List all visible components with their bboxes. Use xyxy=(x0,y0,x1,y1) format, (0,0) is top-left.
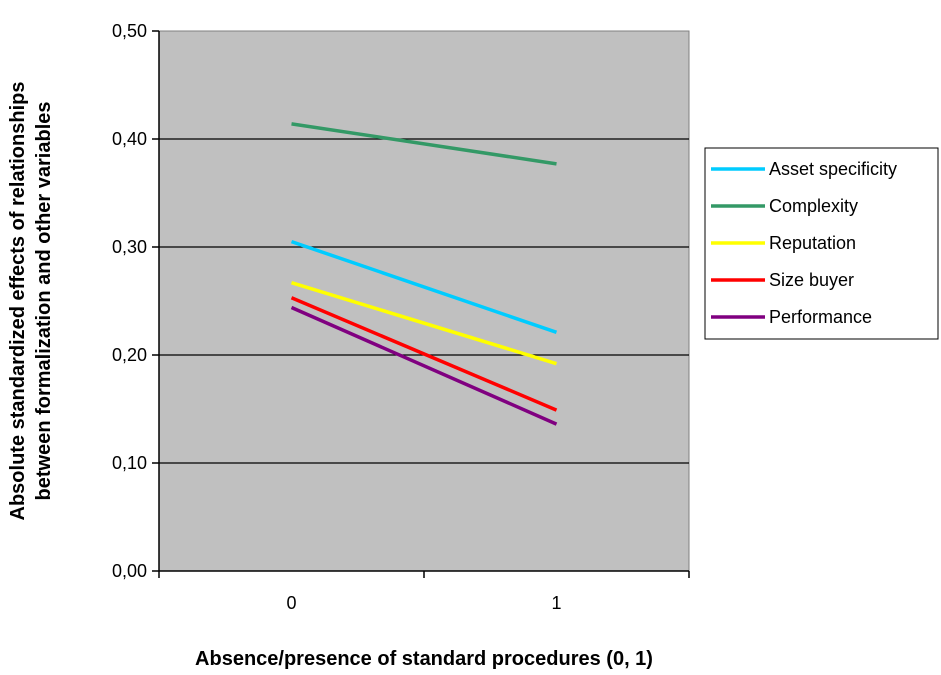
legend: Asset specificity Complexity Reputation Siz… xyxy=(704,147,939,340)
legend-label-size-buyer: Size buyer xyxy=(769,270,854,290)
y-axis-title-line-2: between formalization and other variable… xyxy=(33,102,55,501)
y-tick-label: 0,20 xyxy=(112,345,147,365)
series-lines xyxy=(290,122,558,426)
y-ticks: 0,00 0,10 0,20 0,30 0,40 0,50 xyxy=(112,21,159,581)
legend-label-performance: Performance xyxy=(769,307,872,327)
y-axis-title-line-1: Absolute standardized effects of relatio… xyxy=(7,82,29,521)
legend-label-reputation: Reputation xyxy=(769,233,856,253)
y-tick-label: 0,10 xyxy=(112,453,147,473)
legend-label-complexity: Complexity xyxy=(769,196,858,216)
plot-area xyxy=(158,30,690,572)
series-line-complexity xyxy=(291,122,557,166)
y-tick-label: 0,50 xyxy=(112,21,147,41)
x-axis-title: Absence/presence of standard procedures … xyxy=(195,648,653,670)
series-line-reputation xyxy=(290,280,558,366)
legend-label-asset-specificity: Asset specificity xyxy=(769,159,897,179)
series-line-performance xyxy=(290,305,558,426)
y-tick-label: 0,30 xyxy=(112,237,147,257)
series-line-size-buyer xyxy=(290,296,558,412)
y-tick-label: 0,40 xyxy=(112,129,147,149)
y-tick-label: 0,00 xyxy=(112,561,147,581)
x-tick-label: 1 xyxy=(551,593,561,613)
series-line-asset-specificity xyxy=(290,239,558,334)
x-tick-label: 0 xyxy=(286,593,296,613)
gridlines xyxy=(159,30,689,464)
